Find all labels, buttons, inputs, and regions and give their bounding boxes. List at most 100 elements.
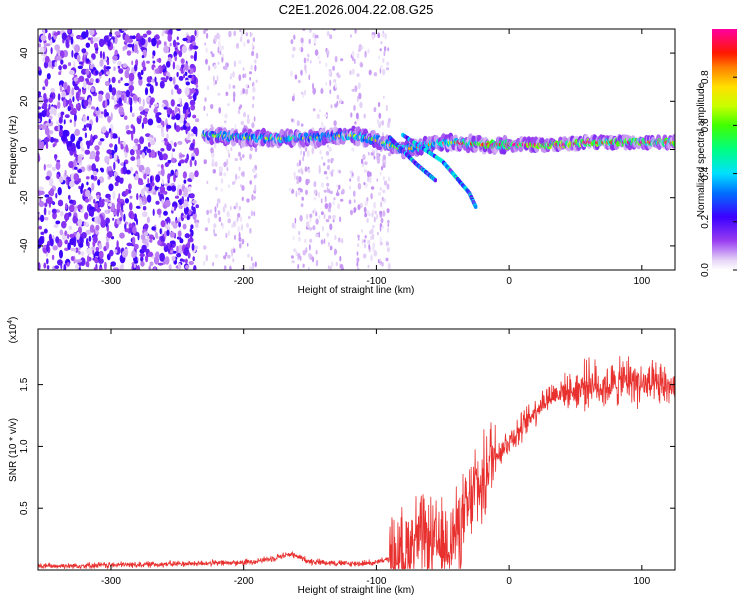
spectrogram-cell [232,85,236,89]
spectrogram-cell [240,184,242,188]
spectrogram-cell [152,55,155,59]
spectrogram-cell [328,68,332,73]
spectrogram-cell [325,82,328,86]
spectrogram-cell [80,257,86,266]
spectrogram-cell [71,142,76,152]
spectrogram-cell [187,178,192,182]
spectrogram-cell [228,230,230,236]
spectrogram-cell [78,250,81,255]
spectrogram-cell [359,62,364,68]
spectrogram-cell [308,227,313,231]
spectrogram-cell [103,261,107,270]
spectrogram-cell [387,223,390,227]
spectrogram-cell [138,76,143,80]
snr-x-axis-label: Height of straight line (km) [298,585,415,596]
spectrogram-cell [71,50,74,58]
spectrogram-cell [379,48,382,52]
spectrogram-cell [140,188,145,197]
spectrogram-y-tick-label: 0 [19,146,30,152]
spectrogram-cell [164,256,170,265]
spectrogram-cell [181,196,184,205]
spectrogram-cell [291,53,295,59]
spectrogram-cell [132,125,136,135]
spectrogram-cell [170,157,176,164]
spectrogram-cell [380,217,384,224]
spectrogram-cell [330,261,334,268]
spectrogram-cell [76,259,83,263]
spectrogram-cell [303,150,305,157]
spectrogram-cell [113,153,118,161]
spectrogram-cell [204,97,207,102]
spectrogram-cell [152,236,155,241]
spectrogram-cell [141,61,146,68]
spectrogram-cell [384,159,387,166]
spectrogram-cell [65,39,69,48]
spectrogram-cell [339,98,342,104]
spectrogram-cell [142,211,148,218]
spectrogram-cell [147,37,152,43]
spectrogram-cell [148,234,154,240]
spectrogram-cell [292,236,295,241]
spectrogram-cell [323,213,326,220]
spectrogram-cell [357,182,362,190]
spectrogram-cell [353,207,357,213]
spectrogram-cell [337,74,341,79]
spectrogram-cell [246,117,250,124]
spectrogram-cell [336,184,339,188]
spectrogram-cell [109,143,113,148]
spectrogram-cell [129,104,133,113]
spectrogram-cell [149,104,152,109]
spectrogram-cell [185,206,189,213]
spectrogram-cell [249,76,251,81]
spectrogram-cell [351,88,356,92]
spectrogram-cell [299,255,302,261]
spectrogram-cell [136,158,141,166]
spectrogram-cell [221,53,225,58]
spectrogram-x-tick-label: -100 [366,276,386,287]
spectrogram-cell [59,249,63,259]
snr-x-tick-label: -100 [366,576,386,587]
spectrogram-cell [235,42,240,49]
spectrogram-cell [313,181,317,188]
spectrogram-cell [39,46,45,54]
spectrogram-cell [129,149,135,156]
spectrogram-cell [142,66,147,72]
spectrogram-cell [118,193,121,202]
spectrogram-cell [130,156,136,162]
spectrogram-cell [65,203,68,210]
spectrogram-cell [160,164,164,170]
spectrogram-cell [157,239,162,246]
spectrogram-cell [57,187,62,196]
spectrogram-cell [340,191,344,195]
spectrogram-cell [386,208,390,214]
spectrogram-cell [288,187,292,192]
spectrogram-cell [312,32,316,39]
spectrogram-cell [356,257,360,263]
spectrogram-cell [99,50,103,59]
spectrogram-cell [89,29,95,36]
spectrogram-cell [67,62,72,67]
spectrogram-cell [81,232,87,239]
spectrogram-cell [239,36,243,43]
spectrogram-cell [154,76,157,83]
spectrogram-cell [70,256,75,261]
colorbar-tick-label: 0.4 [700,166,711,180]
spectrogram-cell [93,42,98,49]
spectrogram-cell [334,234,337,241]
spectrogram-cell [132,145,138,151]
spectrogram-cell [90,134,93,143]
spectrogram-cell [178,162,182,167]
spectrogram-cell [233,222,236,228]
spectrogram-cell [290,39,294,45]
spectrogram-cell [74,128,80,136]
spectrogram-cell [126,125,130,130]
spectrogram-cell [91,182,95,191]
spectrogram-cell [140,69,144,76]
spectrogram-cell [155,81,158,87]
spectrogram-cell [339,256,342,262]
spectrogram-cell [81,31,87,40]
spectrogram-cell [184,102,189,110]
spectrogram-cell [48,210,51,216]
spectrogram-cell [46,265,50,270]
spectrogram-cell [249,227,252,234]
